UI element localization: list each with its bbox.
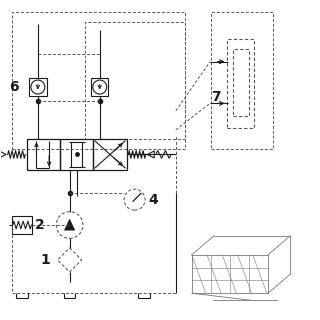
Bar: [27, 140, 60, 170]
Text: 1: 1: [41, 253, 51, 267]
Text: 4: 4: [148, 193, 158, 207]
Bar: [91, 78, 108, 96]
Text: 2: 2: [36, 218, 45, 232]
Polygon shape: [65, 219, 75, 230]
Bar: [233, 49, 249, 116]
Bar: [93, 140, 127, 170]
Bar: [60, 140, 93, 170]
Bar: [228, 39, 254, 128]
Bar: [211, 12, 273, 149]
Bar: [12, 12, 185, 149]
Text: 7: 7: [211, 90, 220, 104]
Bar: [29, 78, 47, 96]
Bar: [85, 22, 185, 140]
Text: 6: 6: [9, 80, 18, 94]
Bar: [12, 216, 32, 234]
